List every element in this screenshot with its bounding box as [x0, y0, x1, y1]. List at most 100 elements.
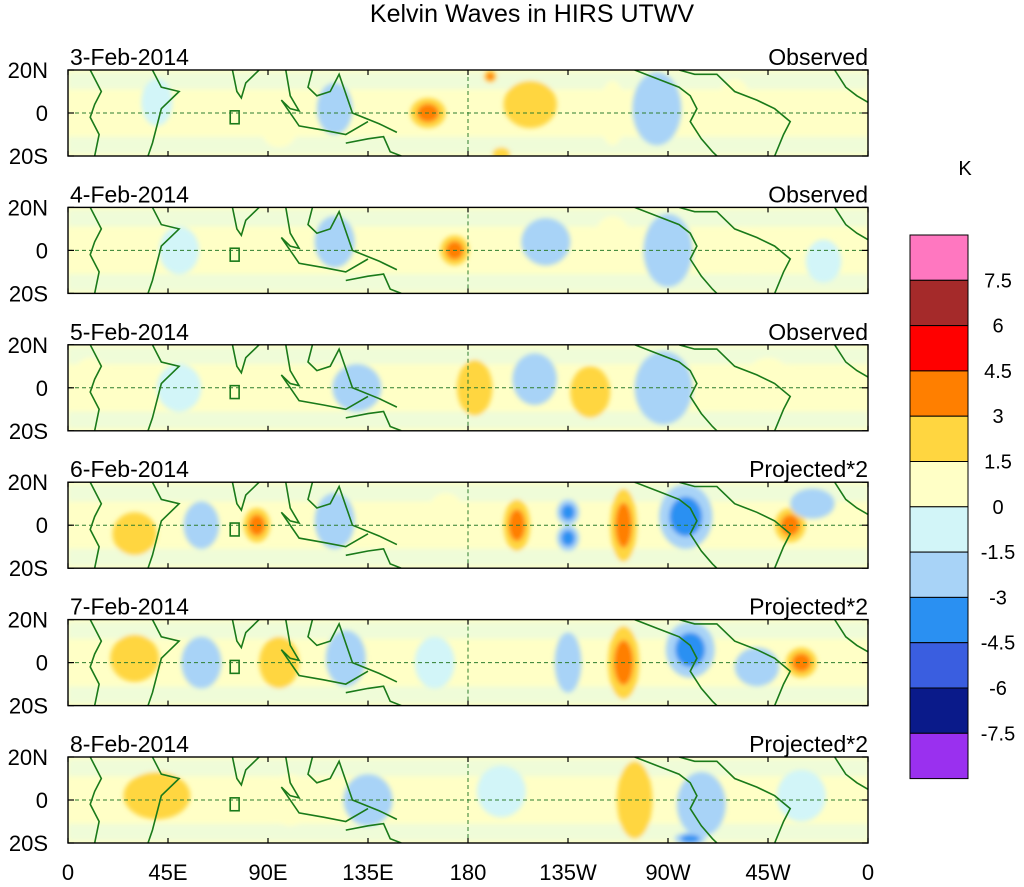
y-tick-label: 20S — [9, 556, 48, 581]
colorbar-level-label: -3 — [989, 587, 1007, 609]
americas-east-coast — [678, 344, 792, 431]
anomaly-contour — [632, 72, 682, 146]
philippines-coast — [307, 70, 398, 134]
anomaly-contour — [776, 769, 826, 822]
anomaly-contour — [805, 239, 842, 283]
panel-date: 7-Feb-2014 — [70, 594, 189, 620]
maritime-continent-coast — [280, 482, 369, 548]
australia-coast — [345, 135, 402, 156]
maritime-continent-coast — [280, 207, 369, 273]
anomaly-contour — [503, 80, 557, 129]
anomaly-contour — [790, 488, 835, 519]
x-tick-label: 135E — [342, 860, 393, 885]
panel: 20N 0 20S 7-Feb-2014 Projected*2 — [8, 594, 869, 719]
west-africa-coast — [833, 757, 868, 790]
coastline — [89, 482, 868, 569]
india-coast — [231, 482, 260, 512]
west-africa-coast — [833, 482, 868, 516]
panel-date: 6-Feb-2014 — [70, 456, 189, 482]
anomaly-contour — [476, 765, 526, 818]
colorbar-swatch — [909, 596, 969, 644]
panel: 20N 0 20S 5-Feb-2014 Observed — [8, 319, 869, 444]
west-africa-coast — [833, 619, 868, 653]
maritime-continent-coast — [280, 344, 369, 411]
field-band — [68, 686, 868, 704]
anomaly-contour — [680, 834, 700, 843]
colorbar: 7.5 6 4.5 3 1.5 0 -1.5 -3 -4.5 -6 -7.5 — [909, 234, 1015, 780]
anomaly-contour — [676, 772, 726, 837]
anomaly-contour — [486, 72, 495, 81]
anomaly-contour — [159, 226, 200, 275]
anomaly-contour — [561, 504, 575, 521]
west-africa-coast — [833, 344, 868, 378]
anomaly-contour — [561, 530, 575, 547]
americas-east-coast — [678, 619, 792, 706]
colorbar-swatch — [909, 732, 969, 780]
x-tick-label: 45W — [745, 860, 790, 885]
panel: 20N 0 20S 6-Feb-2014 Projected*2 — [8, 456, 869, 581]
americas-east-coast — [678, 70, 792, 156]
anomaly-contour — [316, 82, 353, 135]
americas-west-coast — [634, 482, 718, 569]
coastline — [89, 344, 868, 431]
coastline — [89, 70, 868, 156]
colorbar-level-label: -6 — [989, 678, 1007, 700]
colorbar-swatch — [909, 370, 969, 417]
panel-type-label: Observed — [768, 44, 868, 70]
panel: 20N 0 20S 3-Feb-2014 Observed — [8, 44, 869, 169]
india-coast — [231, 70, 260, 100]
field-band — [68, 823, 868, 841]
anomaly-contour — [492, 147, 511, 156]
maldives-outline — [229, 659, 240, 675]
y-tick-label: 0 — [36, 238, 48, 263]
panel-date: 8-Feb-2014 — [70, 731, 189, 757]
west-africa-coast — [833, 70, 868, 103]
colorbar-swatch — [909, 642, 969, 689]
anomaly-contour — [719, 78, 751, 122]
panel-type-label: Observed — [768, 181, 868, 207]
colorbar-swatch — [909, 325, 969, 372]
anomaly-contour — [570, 366, 611, 418]
colorbar-level-label: 7.5 — [984, 270, 1012, 292]
y-tick-label: 0 — [36, 376, 48, 401]
colorbar-units-label: K — [958, 158, 972, 180]
coastline — [89, 757, 868, 843]
x-axis: 0 45E 90E 135E 180 135W 90W 45W 0 — [62, 860, 874, 885]
panel: 20N 0 20S 4-Feb-2014 Observed — [8, 181, 869, 306]
anomaly-contour — [112, 512, 157, 556]
y-tick-label: 20N — [8, 195, 48, 220]
colorbar-level-label: 6 — [992, 316, 1003, 338]
india-coast — [231, 757, 260, 787]
australia-coast — [345, 273, 402, 294]
anomaly-contour — [248, 514, 266, 536]
colorbar-level-label: 1.5 — [984, 452, 1012, 474]
panel-type-label: Observed — [768, 319, 868, 345]
panel-type-label: Projected*2 — [749, 594, 868, 620]
maldives-outline — [229, 247, 240, 262]
australia-coast — [345, 685, 402, 706]
colorbar-level-label: 0 — [992, 497, 1003, 519]
africa-west-coast — [89, 70, 103, 156]
anomaly-contour — [734, 647, 780, 687]
australia-coast — [345, 410, 402, 431]
colorbar-level-label: -7.5 — [981, 723, 1015, 745]
africa-west-coast — [89, 344, 103, 431]
americas-west-coast — [634, 70, 718, 156]
colorbar-level-label: 4.5 — [984, 361, 1012, 383]
x-tick-label: 0 — [862, 860, 874, 885]
africa-west-coast — [89, 619, 103, 706]
y-tick-label: 0 — [36, 101, 48, 126]
anomaly-contour — [72, 357, 108, 401]
americas-east-coast — [678, 757, 792, 843]
africa-east-coast — [147, 619, 181, 706]
west-africa-coast — [833, 207, 868, 241]
x-tick-label: 0 — [62, 860, 74, 885]
x-tick-label: 90W — [645, 860, 690, 885]
panel-type-label: Projected*2 — [749, 731, 868, 757]
colorbar-swatch — [909, 506, 969, 553]
philippines-coast — [307, 207, 398, 271]
y-tick-label: 20S — [9, 831, 48, 856]
australia-coast — [345, 822, 402, 843]
anomaly-contour — [643, 213, 693, 287]
maldives-outline — [229, 797, 240, 812]
